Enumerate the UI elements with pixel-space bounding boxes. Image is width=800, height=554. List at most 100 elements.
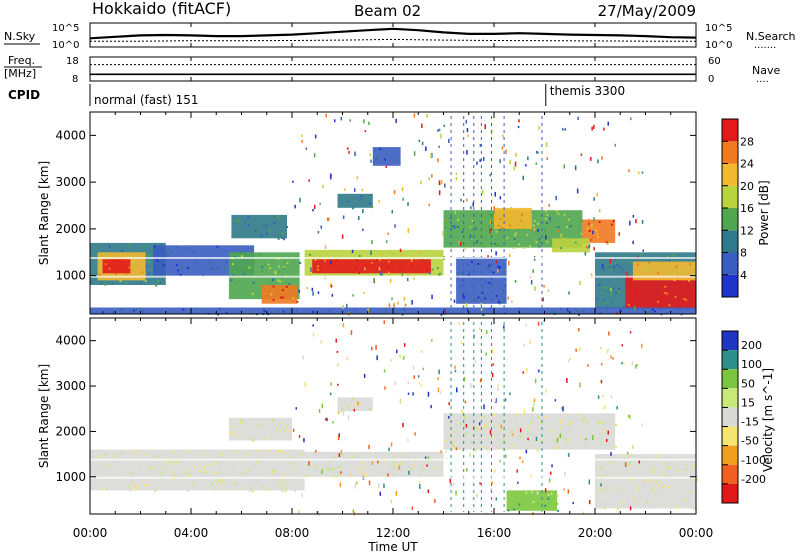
echo	[392, 474, 395, 480]
echo	[292, 180, 294, 183]
xtick-label: 08:00	[275, 526, 310, 540]
speckle	[520, 209, 523, 212]
speckle	[119, 280, 122, 283]
echo	[529, 339, 531, 344]
speckle	[488, 281, 491, 284]
speckle	[272, 471, 275, 474]
x-axis: 00:00 04:00 08:00 12:00 16:00 20:00 00:00	[73, 23, 713, 540]
speckle	[341, 454, 344, 457]
echo	[593, 247, 595, 251]
echo	[469, 452, 471, 457]
speckle	[637, 484, 640, 487]
speckle	[433, 466, 436, 469]
speckle	[364, 455, 367, 458]
echo	[419, 483, 421, 489]
speckle	[635, 500, 638, 503]
echo	[356, 176, 358, 180]
echo	[494, 397, 496, 402]
echo	[318, 409, 321, 413]
speckle	[651, 304, 654, 307]
echo	[427, 489, 430, 494]
speckle	[174, 452, 177, 455]
speckle	[674, 272, 676, 275]
echo	[491, 372, 494, 378]
speckle	[371, 261, 374, 264]
speckle	[392, 262, 395, 265]
speckle	[648, 261, 651, 264]
speckle	[690, 487, 693, 490]
speckle	[468, 270, 471, 273]
speckle	[663, 473, 666, 476]
echo	[562, 127, 564, 131]
speckle	[445, 432, 448, 435]
echo	[542, 297, 544, 302]
speckle	[186, 450, 189, 453]
echo	[454, 365, 456, 369]
speckle	[438, 273, 440, 276]
speckle	[104, 454, 107, 456]
speckle	[193, 251, 195, 253]
echo	[608, 331, 610, 336]
speckle	[605, 501, 608, 504]
speckle	[654, 470, 656, 473]
speckle	[567, 419, 570, 422]
echo	[556, 444, 558, 450]
echo	[508, 260, 510, 266]
echo	[509, 392, 511, 395]
echo	[598, 209, 601, 213]
echo	[314, 204, 316, 210]
speckle	[133, 487, 136, 490]
speckle	[132, 260, 135, 263]
speckle	[251, 292, 254, 295]
speckle	[95, 478, 98, 481]
echo	[588, 221, 590, 225]
speckle	[277, 279, 280, 282]
speckle	[628, 280, 631, 283]
speckle	[646, 457, 649, 460]
speckle	[283, 238, 286, 241]
speckle	[97, 466, 100, 469]
speckle	[170, 251, 173, 254]
echo	[356, 481, 358, 485]
echo	[495, 497, 498, 501]
speckle	[264, 437, 267, 440]
speckle	[401, 252, 404, 255]
speckle	[655, 480, 658, 483]
speckle	[286, 469, 289, 472]
echo	[438, 369, 440, 375]
speckle	[568, 423, 571, 426]
speckle	[283, 266, 286, 269]
speckle	[253, 261, 256, 264]
speckle	[301, 463, 304, 466]
echo	[396, 349, 398, 354]
echo	[544, 488, 547, 493]
speckle	[208, 263, 211, 266]
echo	[420, 384, 423, 387]
speckle	[500, 429, 503, 432]
echo	[302, 355, 304, 360]
speckle	[530, 413, 533, 416]
speckle	[603, 423, 606, 426]
speckle	[261, 225, 264, 227]
speckle	[669, 260, 671, 262]
speckle	[259, 253, 262, 256]
speckle	[373, 149, 376, 152]
speckle	[403, 454, 406, 457]
echo	[454, 210, 457, 214]
echo	[632, 214, 635, 218]
speckle	[243, 272, 246, 275]
echo	[368, 444, 370, 450]
speckle	[474, 449, 477, 452]
speckle	[486, 268, 489, 271]
speckle	[371, 206, 374, 209]
speckle	[263, 310, 266, 313]
speckle	[265, 224, 268, 227]
speckle	[505, 258, 508, 261]
speckle	[251, 490, 254, 493]
speckle	[278, 483, 281, 486]
echo	[444, 183, 446, 188]
speckle	[257, 423, 260, 426]
speckle	[685, 468, 688, 471]
speckle	[334, 456, 337, 458]
speckle	[136, 486, 139, 489]
